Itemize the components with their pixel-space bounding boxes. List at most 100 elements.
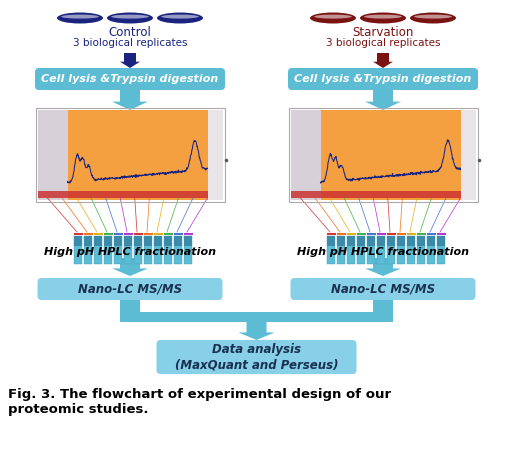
Ellipse shape bbox=[408, 11, 458, 25]
Bar bbox=[437, 236, 445, 264]
Ellipse shape bbox=[364, 15, 402, 18]
Text: High pH HPLC fractionation: High pH HPLC fractionation bbox=[44, 247, 216, 257]
Ellipse shape bbox=[157, 12, 203, 24]
Bar bbox=[407, 236, 415, 264]
Ellipse shape bbox=[57, 12, 103, 24]
Bar bbox=[208, 110, 222, 200]
Bar bbox=[347, 236, 355, 246]
Bar bbox=[84, 236, 92, 264]
Bar bbox=[417, 236, 425, 264]
FancyBboxPatch shape bbox=[157, 340, 356, 374]
Bar bbox=[387, 236, 395, 264]
Bar bbox=[164, 236, 172, 246]
Bar bbox=[120, 312, 393, 322]
FancyBboxPatch shape bbox=[288, 68, 478, 90]
Bar bbox=[114, 236, 122, 246]
Polygon shape bbox=[112, 258, 148, 276]
Polygon shape bbox=[373, 53, 393, 68]
Bar bbox=[154, 236, 162, 246]
Bar bbox=[427, 236, 435, 246]
Bar bbox=[120, 300, 140, 312]
Bar bbox=[94, 236, 102, 264]
Bar bbox=[38, 110, 67, 200]
Bar bbox=[460, 110, 475, 200]
FancyBboxPatch shape bbox=[290, 278, 475, 300]
Bar bbox=[144, 236, 152, 246]
Bar bbox=[114, 236, 122, 264]
Bar bbox=[337, 236, 345, 246]
Bar bbox=[367, 236, 375, 246]
Bar bbox=[357, 236, 365, 264]
Ellipse shape bbox=[105, 11, 155, 25]
Bar bbox=[417, 236, 425, 246]
Text: Cell lysis &Trypsin digestion: Cell lysis &Trypsin digestion bbox=[295, 74, 472, 84]
Bar bbox=[174, 236, 182, 264]
Bar bbox=[164, 236, 172, 264]
Bar bbox=[290, 110, 320, 200]
Bar bbox=[104, 236, 112, 246]
Bar bbox=[94, 236, 102, 246]
Bar bbox=[84, 236, 92, 246]
Text: 3 biological replicates: 3 biological replicates bbox=[326, 38, 440, 48]
Bar bbox=[327, 236, 335, 264]
Bar bbox=[67, 110, 208, 200]
Bar bbox=[387, 236, 395, 246]
Ellipse shape bbox=[314, 15, 352, 18]
Bar bbox=[154, 236, 162, 264]
Bar bbox=[38, 191, 208, 198]
Text: 3 biological replicates: 3 biological replicates bbox=[73, 38, 187, 48]
Polygon shape bbox=[112, 90, 148, 110]
Bar bbox=[397, 236, 405, 264]
Polygon shape bbox=[238, 322, 274, 340]
Bar bbox=[144, 236, 152, 264]
Bar bbox=[104, 236, 112, 264]
Bar bbox=[320, 110, 460, 200]
Bar bbox=[290, 191, 460, 198]
FancyBboxPatch shape bbox=[38, 278, 222, 300]
Bar bbox=[377, 236, 385, 264]
Bar bbox=[407, 236, 415, 246]
Ellipse shape bbox=[414, 15, 452, 18]
Ellipse shape bbox=[161, 15, 199, 18]
Text: Fig. 3. The flowchart of experimental design of our
proteomic studies.: Fig. 3. The flowchart of experimental de… bbox=[8, 388, 391, 416]
Ellipse shape bbox=[308, 11, 358, 25]
Polygon shape bbox=[365, 90, 401, 110]
Bar bbox=[134, 236, 142, 246]
Bar bbox=[124, 236, 132, 264]
Text: Control: Control bbox=[109, 25, 151, 39]
Ellipse shape bbox=[55, 11, 105, 25]
Ellipse shape bbox=[107, 12, 153, 24]
Bar bbox=[134, 236, 142, 264]
Polygon shape bbox=[365, 258, 401, 276]
Bar bbox=[327, 236, 335, 246]
Text: Nano-LC MS/MS: Nano-LC MS/MS bbox=[78, 283, 182, 295]
Bar bbox=[184, 236, 192, 246]
Bar bbox=[36, 108, 225, 202]
Bar bbox=[174, 236, 182, 246]
Bar bbox=[357, 236, 365, 246]
Ellipse shape bbox=[310, 12, 356, 24]
Ellipse shape bbox=[155, 11, 205, 25]
Bar bbox=[367, 236, 375, 264]
Text: Cell lysis &Trypsin digestion: Cell lysis &Trypsin digestion bbox=[41, 74, 219, 84]
Bar bbox=[124, 236, 132, 246]
Bar bbox=[288, 108, 477, 202]
Ellipse shape bbox=[360, 12, 406, 24]
Ellipse shape bbox=[358, 11, 408, 25]
Bar bbox=[74, 236, 82, 246]
Polygon shape bbox=[120, 53, 140, 68]
Bar bbox=[288, 108, 477, 202]
Bar bbox=[36, 108, 225, 202]
Bar bbox=[74, 236, 82, 264]
Bar bbox=[373, 300, 393, 312]
Text: Data analysis
(MaxQuant and Perseus): Data analysis (MaxQuant and Perseus) bbox=[175, 343, 338, 371]
FancyBboxPatch shape bbox=[35, 68, 225, 90]
Bar bbox=[184, 236, 192, 264]
Ellipse shape bbox=[61, 15, 99, 18]
Bar bbox=[377, 236, 385, 246]
Text: High pH HPLC fractionation: High pH HPLC fractionation bbox=[297, 247, 469, 257]
Ellipse shape bbox=[410, 12, 456, 24]
Text: Nano-LC MS/MS: Nano-LC MS/MS bbox=[331, 283, 435, 295]
Bar bbox=[397, 236, 405, 246]
Bar bbox=[347, 236, 355, 264]
